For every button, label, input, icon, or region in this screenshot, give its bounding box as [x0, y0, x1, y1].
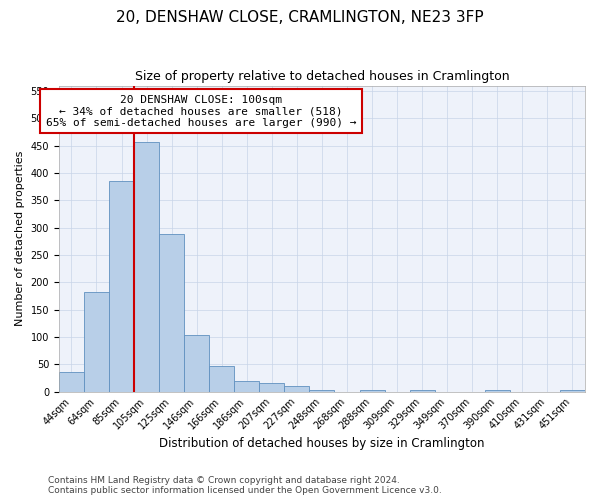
- Bar: [159, 234, 184, 392]
- Bar: [485, 390, 510, 392]
- Bar: [84, 292, 109, 392]
- Bar: [310, 390, 334, 392]
- Bar: [410, 390, 434, 392]
- Bar: [359, 390, 385, 392]
- Bar: [209, 366, 234, 392]
- Bar: [259, 384, 284, 392]
- Text: Contains HM Land Registry data © Crown copyright and database right 2024.
Contai: Contains HM Land Registry data © Crown c…: [48, 476, 442, 495]
- Bar: [234, 380, 259, 392]
- Bar: [184, 336, 209, 392]
- Bar: [109, 181, 134, 392]
- Bar: [59, 372, 84, 392]
- Y-axis label: Number of detached properties: Number of detached properties: [15, 151, 25, 326]
- Bar: [560, 390, 585, 392]
- Text: 20, DENSHAW CLOSE, CRAMLINGTON, NE23 3FP: 20, DENSHAW CLOSE, CRAMLINGTON, NE23 3FP: [116, 10, 484, 25]
- Bar: [134, 142, 159, 392]
- X-axis label: Distribution of detached houses by size in Cramlington: Distribution of detached houses by size …: [159, 437, 485, 450]
- Title: Size of property relative to detached houses in Cramlington: Size of property relative to detached ho…: [134, 70, 509, 83]
- Text: 20 DENSHAW CLOSE: 100sqm
← 34% of detached houses are smaller (518)
65% of semi-: 20 DENSHAW CLOSE: 100sqm ← 34% of detach…: [46, 94, 356, 128]
- Bar: [284, 386, 310, 392]
